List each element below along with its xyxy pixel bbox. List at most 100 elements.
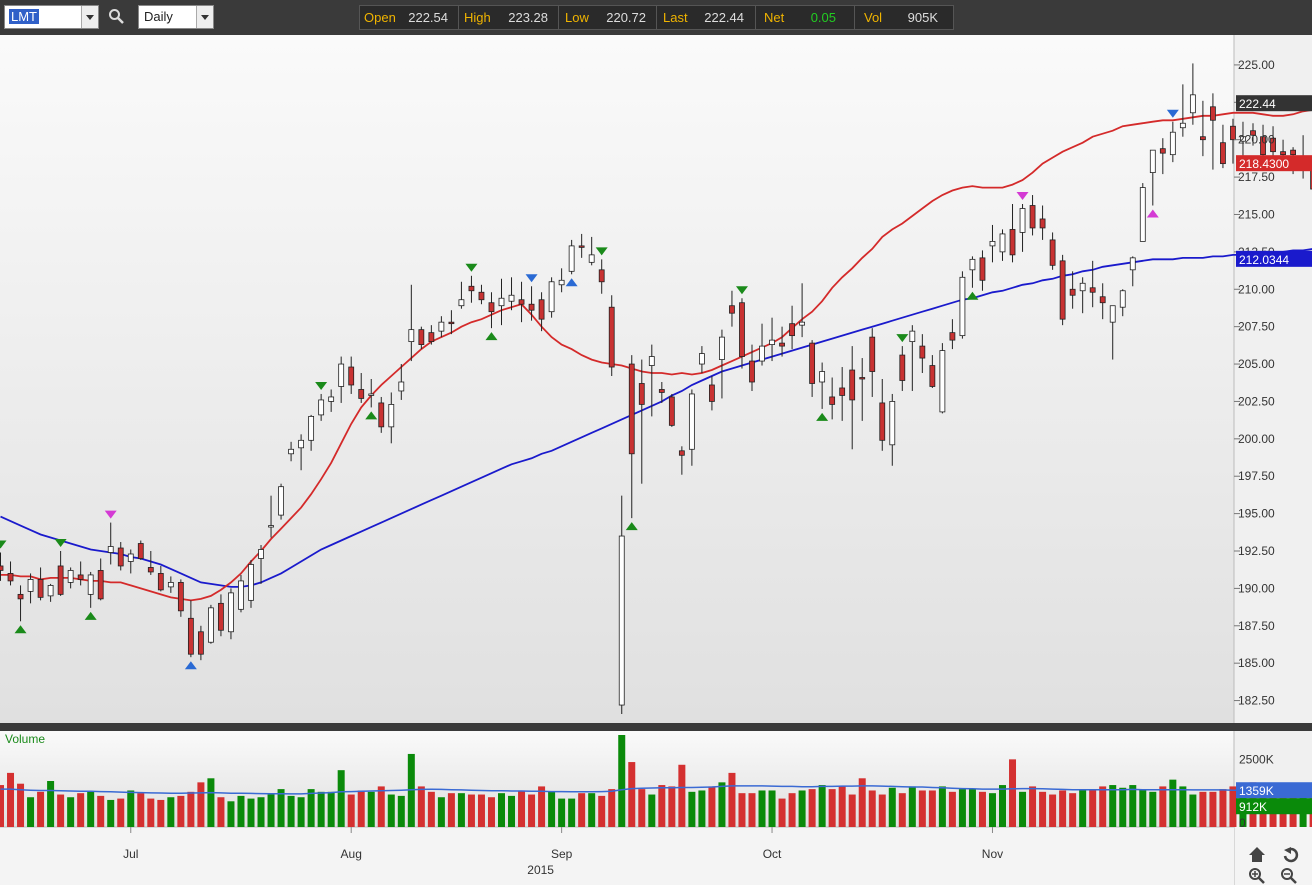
volume-bar [197,782,205,827]
volume-bar [548,791,556,827]
candle-body [668,396,675,426]
volume-avg-line [0,785,1312,795]
volume-bar [878,794,886,827]
candle-body [719,336,725,360]
y-tick-label: 217.50 [1238,170,1275,184]
candle-body [759,345,765,362]
volume-bar [317,791,325,827]
signal-marker [1016,192,1029,201]
candle-body [1069,288,1076,296]
volume-bar [528,794,536,827]
volume-last-tag [1236,798,1312,815]
volume-bar [297,797,305,827]
volume-bar [147,798,155,827]
candle-body [107,546,114,553]
divider [458,6,459,29]
volume-bar [1229,786,1237,827]
candle-body [949,332,956,341]
vol-label: Vol [864,10,883,25]
signal-marker [365,411,378,420]
candle-body [177,582,184,612]
volume-bar [407,753,415,827]
ma-short-line [0,109,1312,602]
last-price-tag [1236,95,1312,112]
candle-body [919,345,926,359]
volume-bar [127,790,135,827]
volume-bar [999,785,1006,827]
volume-bar [1059,790,1067,827]
signal-marker [625,522,638,531]
candle-body [1129,257,1136,271]
volume-panel [0,731,1234,827]
signal-marker [1146,209,1159,218]
chevron-down-icon[interactable] [81,6,98,28]
volume-bar [928,790,936,827]
candle-body [508,294,515,302]
period-select[interactable]: Daily [138,5,214,29]
candle-body [238,580,244,610]
candle-body [1119,290,1126,308]
volume-bar [598,795,606,827]
divider [558,6,559,29]
candle-body [769,339,775,345]
x-year-label: 2015 [527,863,554,877]
candle-body [969,258,976,271]
price-chart[interactable]: 182.50 185.00 187.50 190.00 192.50 195.00 197.… [0,35,1312,885]
volume-bar [988,793,996,827]
chevron-down-icon[interactable] [196,6,213,28]
vol-value: 905K [907,10,938,25]
volume-bar [648,794,656,827]
symbol-input[interactable]: LMT [4,5,99,29]
candle-body [658,389,665,393]
signal-marker [1166,109,1179,118]
candle-body [478,291,485,301]
search-icon[interactable] [108,8,124,24]
divider [854,6,855,29]
zoom-out-icon[interactable] [1281,868,1297,884]
volume-bar [1219,789,1227,827]
candle-body [799,321,805,326]
volume-bar [487,797,495,827]
signal-marker [14,625,27,634]
candle-body [208,607,214,643]
volume-avg-tag [1236,782,1312,799]
candle-body [358,389,365,399]
candle-body [959,276,966,337]
candle-body [418,329,425,345]
candle-body [328,396,335,402]
candle-body [739,302,745,357]
signal-marker [966,291,979,300]
candle-body [1139,187,1146,242]
signal-marker [595,247,608,256]
y-tick-label: 182.50 [1238,694,1275,708]
toolbar: LMT Daily Open 222.54 High 223.28 Low 22… [0,0,1312,36]
candle-body [1009,229,1016,256]
x-tick-label: Jul [123,847,138,861]
y-tick-label: 195.00 [1238,507,1275,521]
volume-tick-label: 2500K [1239,752,1274,766]
volume-bar [277,789,285,827]
candle-body [628,363,635,455]
volume-bar [638,789,646,827]
candle-body [157,573,164,591]
symbol-text: LMT [9,9,39,24]
zoom-in-icon[interactable] [1249,868,1265,884]
candle-body [1280,151,1286,156]
volume-last-tag-label: 912K [1239,800,1267,814]
candle-body [498,297,505,307]
volume-bar [337,770,345,827]
ma-short-price-tag [1236,155,1312,172]
y-tick-label: 202.50 [1238,394,1275,408]
home-icon[interactable] [1249,847,1265,862]
candle-body [518,299,525,305]
candle-body [548,281,555,313]
net-label: Net [764,10,785,25]
time-axis [0,827,1234,885]
volume-bar [267,794,275,827]
undo-icon[interactable] [1283,847,1299,863]
candle-body [1079,282,1086,292]
candle-body [638,383,645,405]
candle-body [37,579,44,598]
candle-body [87,574,94,595]
candle-body [819,371,826,383]
